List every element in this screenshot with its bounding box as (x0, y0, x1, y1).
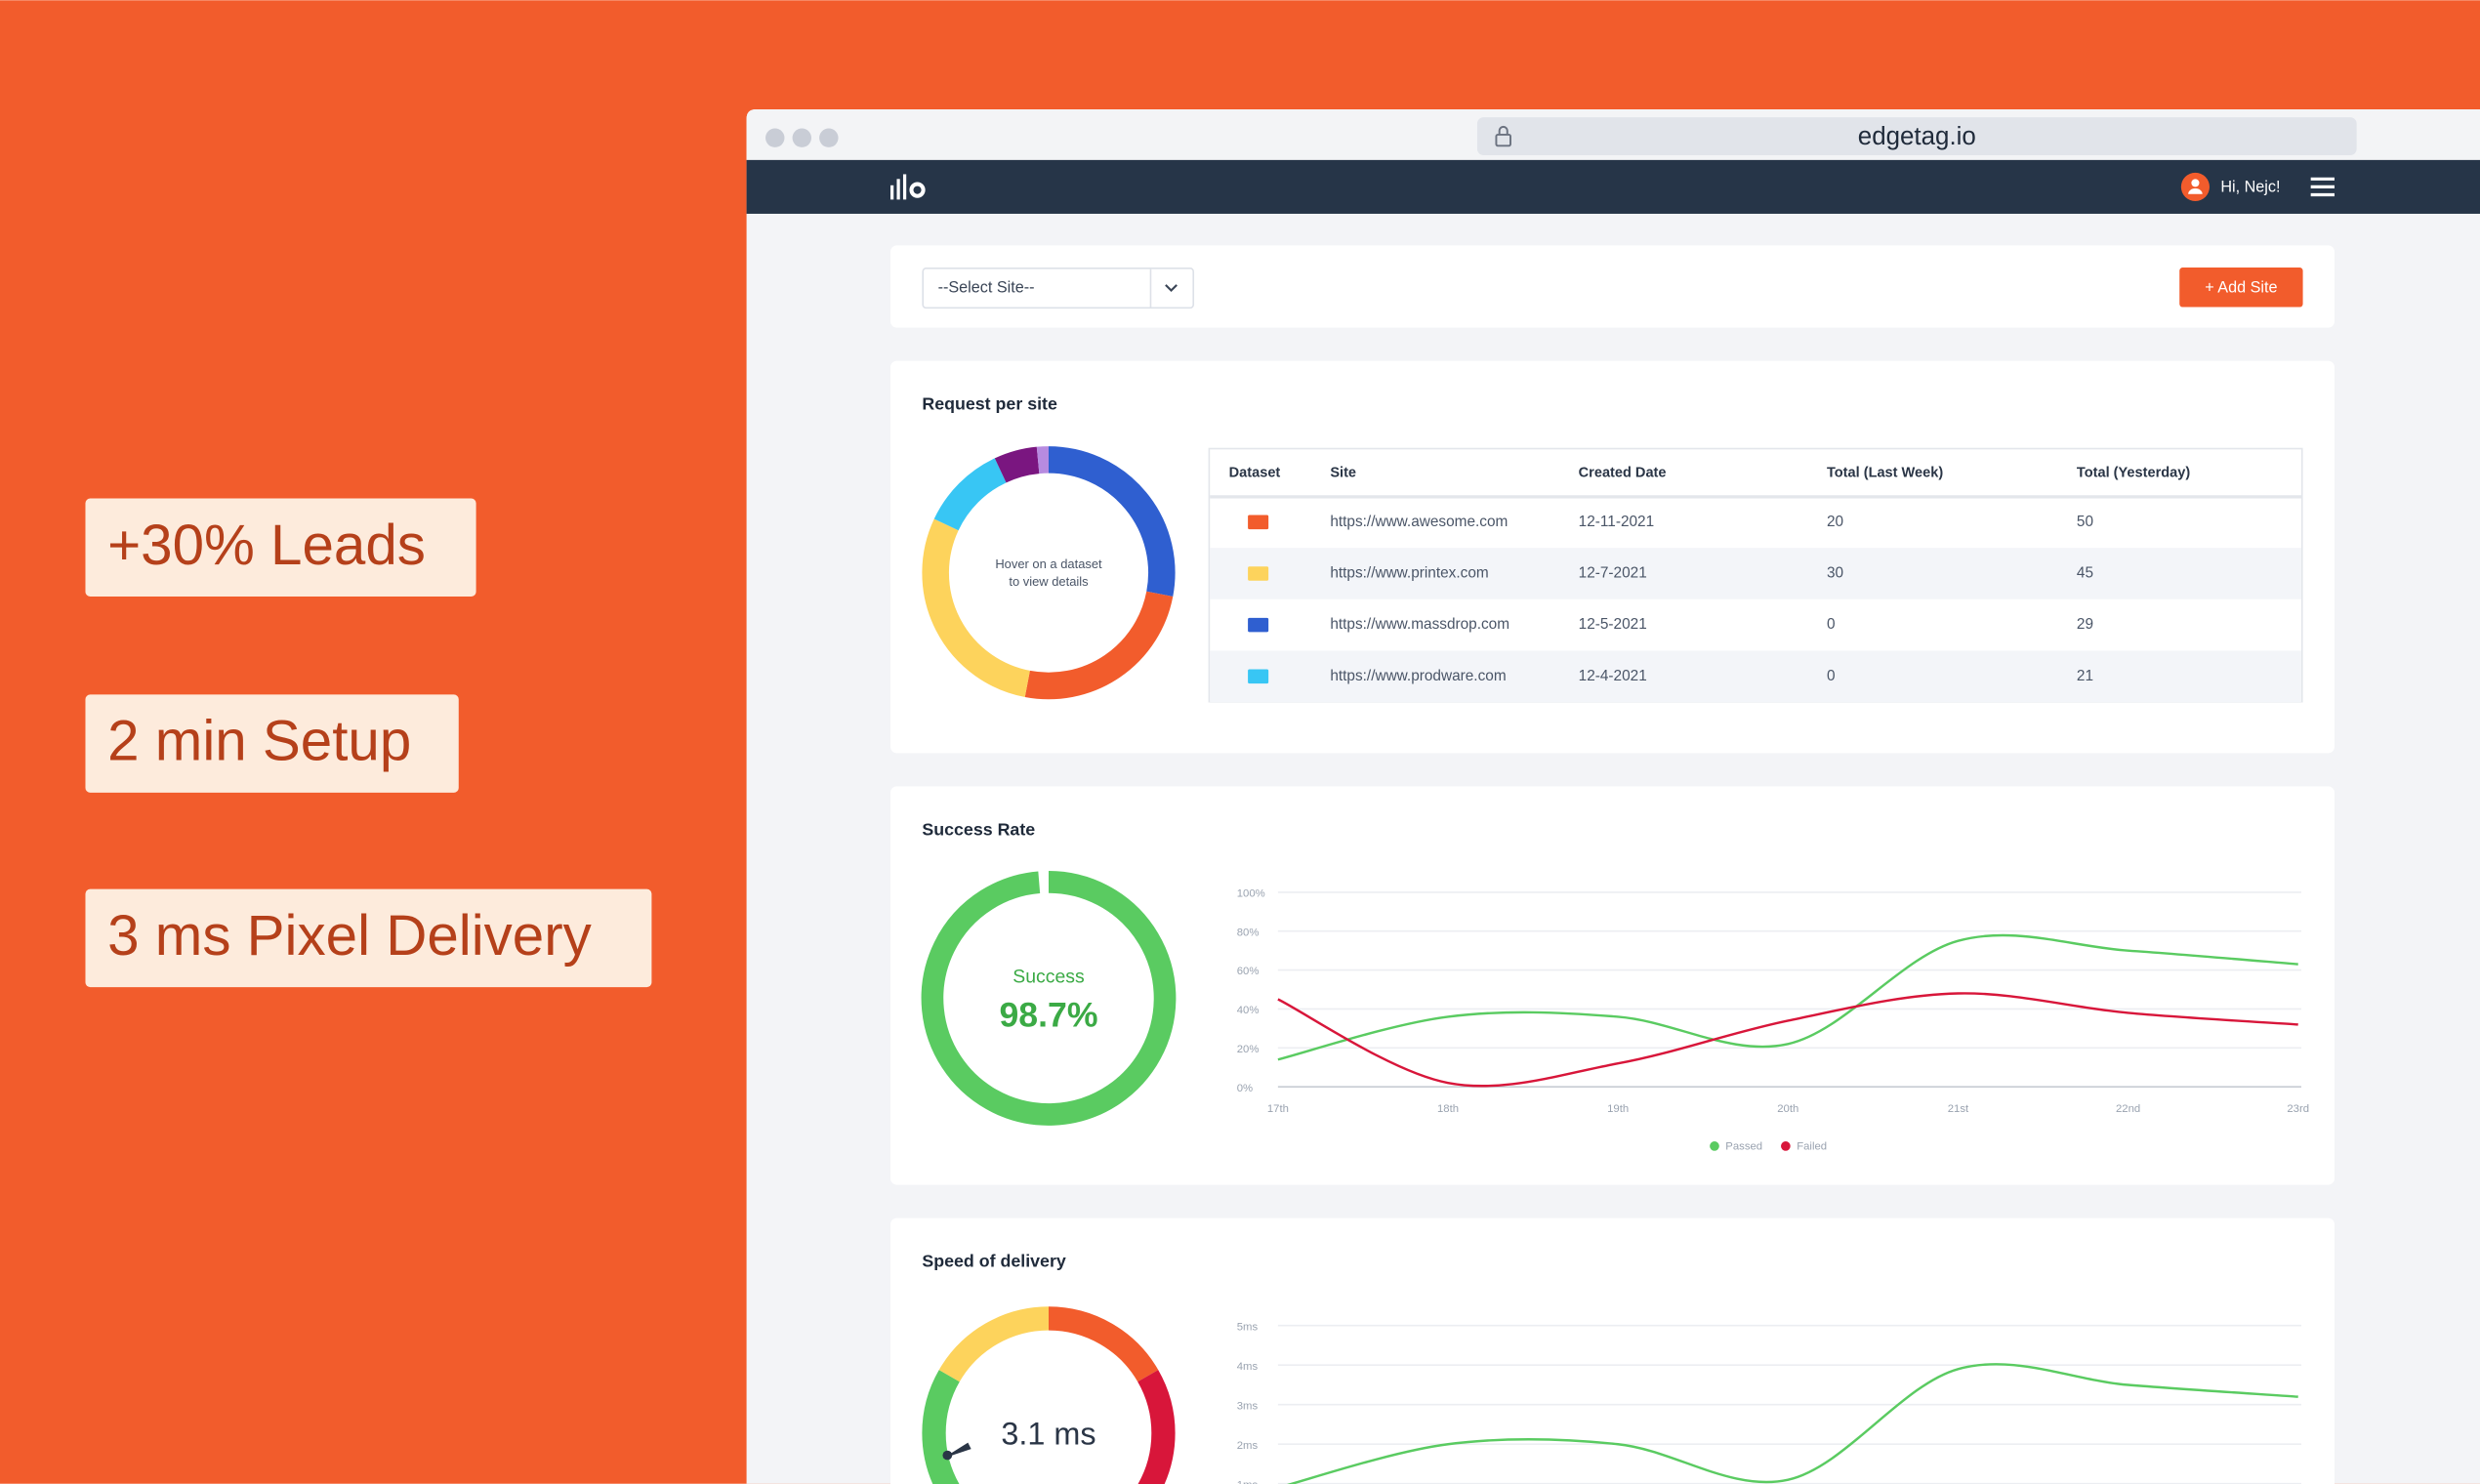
menu-icon[interactable] (2310, 177, 2335, 197)
y-tick-label: 20% (1237, 1044, 1260, 1055)
table-cell: https://www.printex.com (1330, 565, 1488, 582)
table-cell: 12-7-2021 (1579, 565, 1647, 582)
gauge-label: Success (1013, 966, 1085, 987)
table-body: Dataset Site Created Date Total (Last Week)… (1210, 465, 2301, 703)
site-select[interactable] (922, 268, 1195, 309)
badge (85, 694, 459, 793)
badge-text: 2 min Setup (107, 710, 411, 773)
donut (922, 446, 1176, 700)
lock-icon (1495, 125, 1511, 147)
donut-segment (1036, 446, 1050, 474)
table-cell: https://www.prodware.com (1330, 668, 1506, 684)
gauge-needle (942, 1450, 953, 1461)
chevron (1165, 284, 1178, 293)
legend-label: Failed (1797, 1141, 1827, 1153)
card (890, 245, 2335, 328)
y-tick-label: 0% (1237, 1083, 1253, 1094)
table-cell: 50 (2077, 514, 2093, 530)
window-dot[interactable] (792, 128, 812, 147)
table-cell: 12-4-2021 (1579, 668, 1647, 684)
table-cell: 12-11-2021 (1579, 514, 1655, 530)
dataset-swatch (1248, 515, 1269, 530)
greeting: Hi, Nejc! (2220, 179, 2280, 196)
donut-segment (933, 458, 1007, 531)
success-chart: 0% 20% 40% 60% 80% 100% 17th 18th 19th 20th 21st 22… (1237, 888, 2309, 1153)
badge-text: 3 ms Pixel Delivery (107, 904, 592, 968)
address-bar[interactable] (1476, 117, 2357, 156)
card (890, 1217, 2335, 1484)
url: edgetag.io (1858, 123, 1976, 150)
donut-segment (994, 446, 1040, 483)
window-dot[interactable] (765, 128, 785, 147)
badge (85, 498, 476, 597)
x-tick-label: 20th (1777, 1103, 1798, 1115)
column-header: Created Date (1579, 465, 1667, 480)
table-cell: 29 (2077, 616, 2093, 633)
avatar-icon (2188, 188, 2203, 194)
y-tick-label: 100% (1237, 888, 1265, 900)
x-tick-label: 22nd (2116, 1103, 2140, 1115)
y-tick-label: 3ms (1237, 1400, 1259, 1412)
donut-hint: to view details (1009, 574, 1088, 589)
x-tick-label: 23rd (2287, 1103, 2309, 1115)
table-cell: https://www.awesome.com (1330, 514, 1508, 530)
y-tick-label: 5ms (1237, 1321, 1259, 1333)
speed-gauge (922, 1306, 1176, 1484)
badge (85, 888, 652, 988)
y-tick-label: 60% (1237, 966, 1260, 977)
donut-segment (922, 518, 1031, 697)
gauge-value: 98.7% (999, 995, 1097, 1034)
x-tick-label: 18th (1437, 1103, 1459, 1115)
table-cell: 0 (1827, 668, 1836, 684)
dataset-swatch (1248, 617, 1269, 633)
table-cell: 20 (1827, 514, 1843, 530)
button-label: + Add Site (2205, 278, 2277, 296)
x-tick-label: 21st (1948, 1103, 1969, 1115)
donut-segment (1024, 591, 1174, 700)
y-tick-label: 80% (1237, 927, 1260, 938)
success-gauge (921, 871, 1177, 1126)
table-cell: 30 (1827, 565, 1843, 582)
table-cell: 45 (2077, 565, 2093, 582)
column-header: Total (Yesterday) (2077, 465, 2190, 480)
badge-text: +30% Leads (107, 514, 426, 577)
y-tick-label: 40% (1237, 1005, 1260, 1016)
window-dot[interactable] (819, 128, 839, 147)
card (890, 786, 2335, 1185)
table-cell: 12-5-2021 (1579, 616, 1647, 633)
column-header: Dataset (1229, 465, 1281, 480)
row-background (1210, 650, 2301, 703)
logo[interactable] (890, 174, 926, 200)
table-cell: 0 (1827, 616, 1836, 633)
x-tick-label: 19th (1607, 1103, 1629, 1115)
line-series (1287, 1363, 2298, 1484)
gauge-value: 3.1 ms (1001, 1417, 1095, 1452)
y-tick-label: 2ms (1237, 1440, 1259, 1452)
line-series (1277, 992, 2298, 1088)
legend-label: Passed (1725, 1141, 1762, 1153)
dataset-swatch (1248, 669, 1269, 684)
dataset-swatch (1248, 566, 1269, 581)
line-series (1277, 933, 2298, 1061)
legend-marker (1781, 1141, 1791, 1151)
row-background (1210, 548, 2301, 599)
y-tick-label: 1ms (1237, 1479, 1259, 1484)
select-placeholder: --Select Site-- (938, 278, 1035, 296)
donut-segment (1048, 446, 1176, 597)
column-header: Total (Last Week) (1827, 465, 1943, 480)
add-site-button[interactable] (2179, 268, 2303, 308)
card-title: Success Rate (922, 819, 1035, 839)
y-tick-label: 4ms (1237, 1361, 1259, 1373)
card-title: Request per site (922, 394, 1057, 414)
x-tick-label: 17th (1267, 1103, 1289, 1115)
column-header: Site (1330, 465, 1356, 480)
card-title: Speed of delivery (922, 1252, 1065, 1271)
table-cell: 21 (2077, 668, 2093, 684)
gauge-arc (921, 871, 1177, 1126)
table-cell: https://www.massdrop.com (1330, 616, 1509, 633)
avatar-icon (2191, 179, 2200, 187)
donut-hint: Hover on a dataset (995, 556, 1102, 571)
legend-marker (1710, 1141, 1719, 1151)
